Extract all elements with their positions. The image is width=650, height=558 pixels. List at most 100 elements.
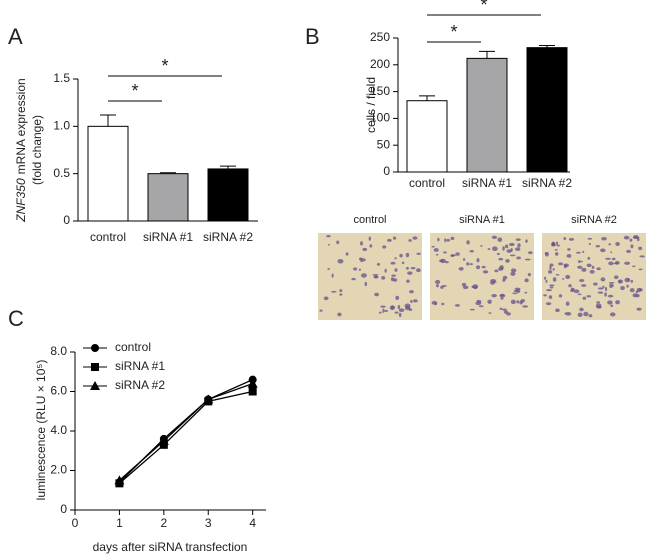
cell <box>374 292 379 297</box>
x-tick-label: 0 <box>72 516 79 530</box>
cell <box>466 262 470 266</box>
cell <box>392 278 398 282</box>
cell <box>545 252 549 257</box>
legend-label: control <box>115 340 151 354</box>
cell <box>394 257 397 260</box>
error-bar <box>100 114 116 127</box>
cell <box>595 303 602 308</box>
cell <box>387 238 392 242</box>
cell <box>502 275 508 280</box>
cell <box>504 244 509 249</box>
cell <box>577 312 583 318</box>
cell <box>435 279 441 285</box>
cell <box>487 248 491 251</box>
y-tick-label: 1.0 <box>53 119 70 133</box>
cell <box>613 275 619 280</box>
cell <box>610 304 614 308</box>
cell <box>408 239 412 242</box>
cell <box>639 255 645 258</box>
data-point <box>158 435 169 445</box>
cell <box>480 244 483 247</box>
y-tick-label: 200 <box>370 57 390 71</box>
cell <box>498 257 504 261</box>
cell <box>630 279 634 283</box>
significance-star: * <box>161 56 168 76</box>
cell <box>556 244 561 247</box>
cell <box>610 251 613 254</box>
cell <box>638 288 643 292</box>
x-tick-label: siRNA #1 <box>462 176 512 190</box>
cell <box>499 294 505 297</box>
cell <box>545 279 548 283</box>
cell <box>601 237 607 241</box>
cell <box>406 279 410 283</box>
cell <box>629 288 635 293</box>
cell <box>392 236 397 240</box>
cell <box>588 243 591 246</box>
cell <box>461 282 467 287</box>
cell <box>543 276 547 280</box>
cell <box>573 289 580 294</box>
y-axis-label-text: mRNA expression <box>14 78 28 174</box>
cell <box>567 248 571 251</box>
y-tick-label: 0 <box>60 502 67 516</box>
cell <box>591 265 595 269</box>
significance-star: * <box>480 0 487 15</box>
image-label: siRNA #2 <box>571 214 617 226</box>
cell <box>431 300 438 305</box>
cell <box>410 299 413 303</box>
cell <box>384 309 389 312</box>
cell <box>458 267 464 271</box>
cell <box>528 251 533 255</box>
cell <box>626 284 629 288</box>
cell <box>462 258 466 261</box>
cell <box>587 256 591 260</box>
data-point <box>114 475 125 485</box>
panel-label: C <box>8 306 24 331</box>
cell <box>581 284 587 287</box>
series-line <box>118 379 253 483</box>
legend-label: siRNA #1 <box>115 359 165 373</box>
legend-marker <box>90 381 100 390</box>
cell <box>509 254 516 257</box>
cell <box>319 309 323 312</box>
cell <box>337 312 342 317</box>
cell <box>337 258 344 264</box>
cell <box>525 241 528 243</box>
cell <box>547 270 553 274</box>
cell <box>565 274 571 280</box>
cell <box>336 240 340 245</box>
cell <box>565 311 572 316</box>
cell <box>512 292 518 295</box>
series-line <box>118 390 253 484</box>
cell <box>351 277 356 281</box>
cell <box>597 291 604 294</box>
cell <box>494 269 499 273</box>
x-tick-label: 1 <box>116 516 123 530</box>
cell <box>390 261 396 265</box>
cell <box>565 301 570 307</box>
cell <box>323 296 329 301</box>
cell <box>491 293 497 298</box>
cell <box>358 268 362 271</box>
cell <box>636 237 640 242</box>
y-tick-label: 250 <box>370 30 390 44</box>
cell <box>444 238 447 243</box>
cell <box>446 238 451 242</box>
cell <box>558 262 564 266</box>
y-tick-label: 8.0 <box>50 344 67 358</box>
cell <box>614 260 620 265</box>
cell <box>469 250 474 253</box>
cell <box>604 292 607 297</box>
y-axis-label-text: luminescence (RLU × 10⁵) <box>34 360 48 501</box>
cell <box>587 237 593 240</box>
cell <box>404 303 411 309</box>
cell <box>471 285 474 289</box>
cell <box>339 293 343 296</box>
cell <box>568 237 575 241</box>
cell <box>437 237 440 242</box>
cell <box>472 284 479 289</box>
cell <box>475 265 481 270</box>
cell <box>586 263 592 268</box>
cell <box>582 296 587 300</box>
